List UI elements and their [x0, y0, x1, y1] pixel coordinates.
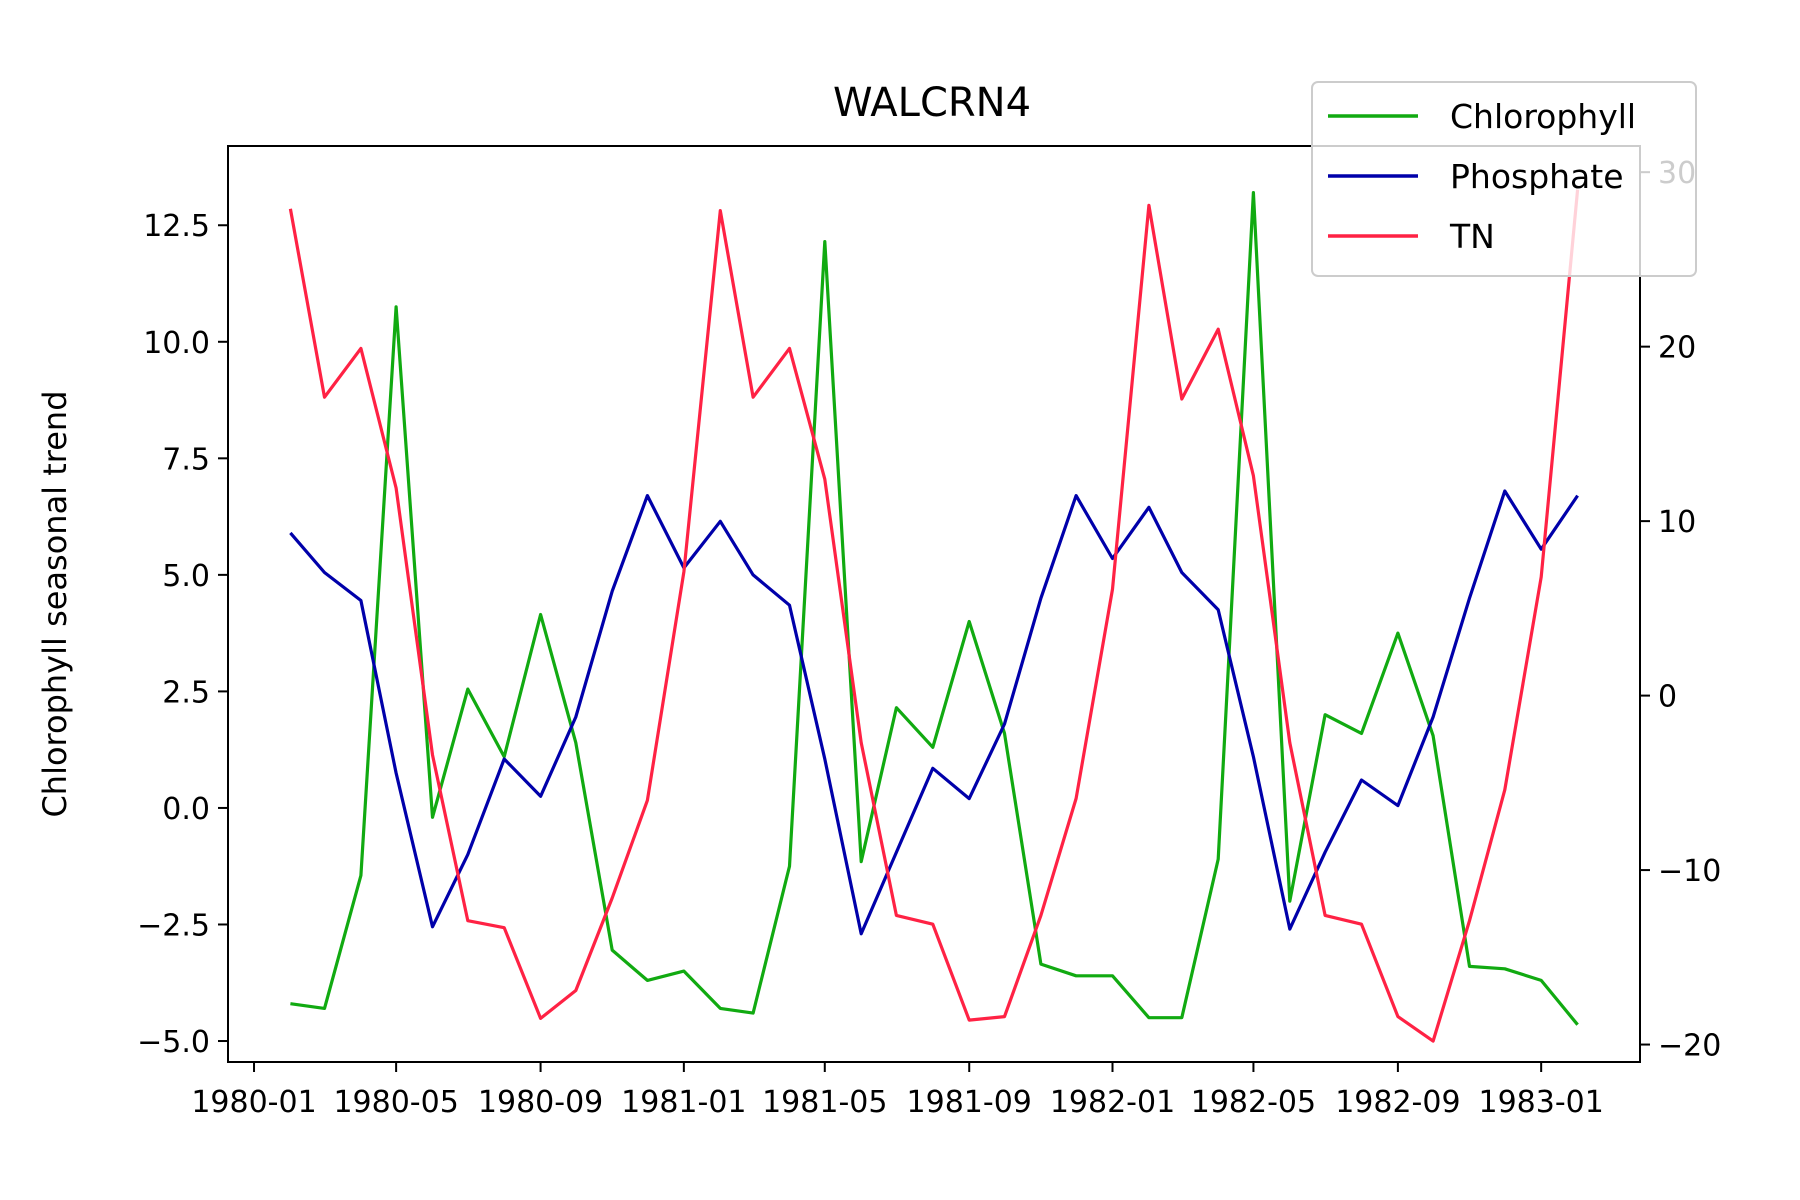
x-tick-label: 1981-05 [762, 1085, 887, 1120]
y-tick-label: −2.5 [137, 908, 210, 943]
x-tick-label: 1980-05 [333, 1085, 458, 1120]
series-line-phosphate [289, 489, 1579, 936]
y-axis-label: Chlorophyll seasonal trend [36, 390, 74, 817]
legend: Chlorophyll Phosphate TN [1311, 81, 1697, 277]
y2-tick-label: −20 [1658, 1029, 1721, 1064]
y2-tick-label: 20 [1658, 331, 1696, 366]
y-tick-label: −5.0 [137, 1025, 210, 1060]
y-tick-label: 5.0 [162, 559, 210, 594]
x-tick-label: 1980-09 [478, 1085, 603, 1120]
plot-frame [227, 145, 1641, 1063]
plot-lines [288, 189, 1580, 1043]
y-tick-label: 2.5 [162, 675, 210, 710]
y-tick-label: 12.5 [143, 209, 210, 244]
x-tick-label: 1982-05 [1191, 1085, 1316, 1120]
y-tick-label: 0.0 [162, 792, 210, 827]
legend-label-tn: TN [1449, 217, 1495, 256]
x-tick-label: 1983-01 [1478, 1085, 1603, 1120]
legend-label-phosphate: Phosphate [1450, 157, 1624, 196]
chart-title: WALCRN4 [833, 80, 1031, 126]
y2-tick-label: 10 [1658, 505, 1696, 540]
x-tick-label: 1982-09 [1335, 1085, 1460, 1120]
legend-label-chlorophyll: Chlorophyll [1450, 97, 1636, 136]
y-axis-left: −5.0 −2.5 0.0 2.5 5.0 7.5 10.0 12.5 [137, 209, 228, 1060]
legend-box [1311, 81, 1697, 277]
y2-tick-label: −10 [1658, 854, 1721, 889]
y-tick-label: 7.5 [162, 442, 210, 477]
x-tick-label: 1980-01 [191, 1085, 316, 1120]
x-axis: 1980-01 1980-05 1980-09 1981-01 1981-05 1981-… [191, 1062, 1604, 1120]
series-line-tn [288, 189, 1580, 1043]
x-tick-label: 1981-01 [621, 1085, 746, 1120]
y-tick-label: 10.0 [143, 326, 210, 361]
series-line-chlorophyll [290, 191, 1579, 1026]
y2-tick-label: 0 [1658, 680, 1677, 715]
x-tick-label: 1981-09 [907, 1085, 1032, 1120]
x-tick-label: 1982-01 [1050, 1085, 1175, 1120]
